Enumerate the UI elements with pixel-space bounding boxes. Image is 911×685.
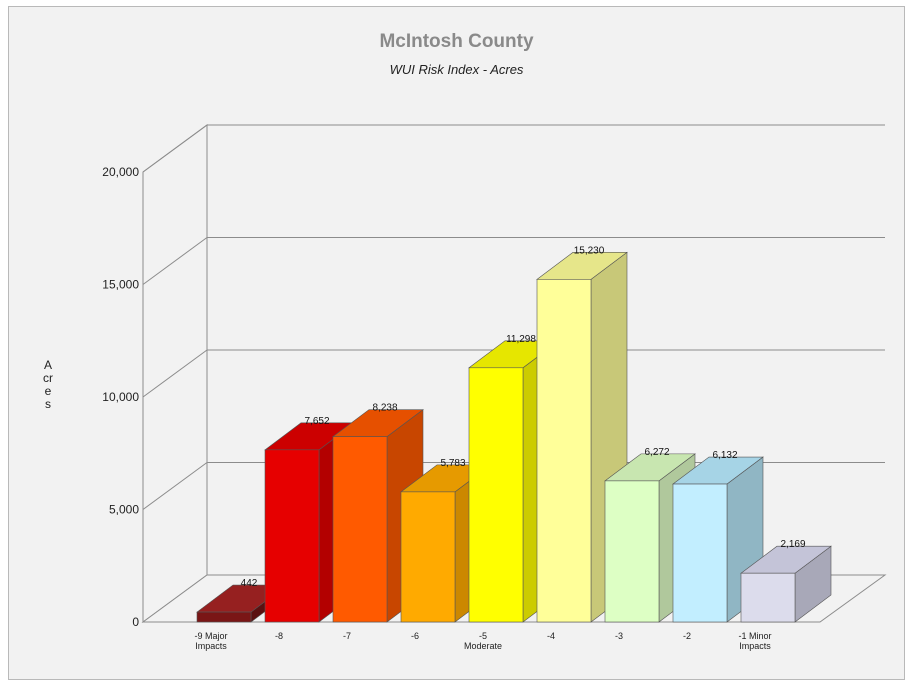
value-label: 6,132	[712, 450, 737, 461]
value-label: 5,783	[440, 458, 465, 469]
x-category-label: Impacts	[195, 641, 227, 651]
value-label: 7,652	[304, 416, 329, 427]
x-category-label: -6	[411, 631, 419, 641]
x-category-label: -3	[615, 631, 623, 641]
gridline-diagonal	[142, 124, 208, 173]
bar-front	[672, 483, 728, 623]
bar-front	[196, 611, 252, 623]
gridline-diagonal	[142, 237, 208, 285]
value-label: 15,230	[574, 245, 605, 256]
value-label: 6,272	[644, 447, 669, 458]
x-category-label: -7	[343, 631, 351, 641]
bar-front	[264, 449, 320, 623]
chart-subtitle: WUI Risk Index - Acres	[389, 62, 524, 77]
x-category-label: -9 Major	[194, 631, 227, 641]
value-label: 8,238	[372, 403, 397, 414]
y-tick-label: 15,000	[102, 278, 139, 292]
y-tick-labels: 0 5,000 10,000 15,000 20,000	[102, 165, 139, 629]
x-category-label: -5	[479, 631, 487, 641]
bar-front	[400, 491, 456, 623]
y-tick-label: 5,000	[109, 503, 139, 517]
y-tick-label: 20,000	[102, 165, 139, 179]
x-category-label: -1 Minor	[738, 631, 771, 641]
x-category-label: Moderate	[464, 641, 502, 651]
bar-front	[536, 279, 592, 623]
bar-front	[604, 480, 660, 623]
x-category-label: Impacts	[739, 641, 771, 651]
gridline-diagonal	[142, 462, 208, 510]
y-tick-label: 0	[132, 615, 139, 629]
x-category-label: -2	[683, 631, 691, 641]
chart-bars	[196, 251, 832, 623]
bar-front	[468, 367, 524, 623]
y-tick-label: 10,000	[102, 390, 139, 404]
chart-title: McIntosh County	[379, 31, 534, 52]
bar-front	[332, 436, 388, 623]
y-axis-label: Acres	[43, 358, 53, 411]
value-label: 442	[241, 578, 258, 589]
gridline-diagonal	[142, 349, 208, 398]
value-labels: 442 7,652 8,238 5,783 11,298 15,230 6,272 6,132…	[241, 245, 806, 589]
value-label: 2,169	[780, 539, 805, 550]
bar	[740, 545, 832, 623]
value-label: 11,298	[506, 334, 536, 345]
x-category-label: -4	[547, 631, 555, 641]
x-category-label: -8	[275, 631, 283, 641]
bar-front	[740, 572, 796, 623]
